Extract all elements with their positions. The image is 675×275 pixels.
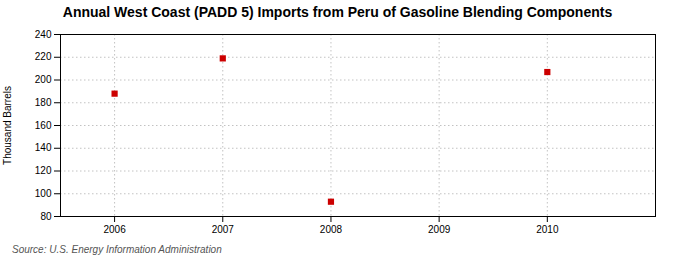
svg-text:2006: 2006 xyxy=(103,224,126,235)
svg-text:Thousand Barrels: Thousand Barrels xyxy=(2,86,13,165)
svg-text:160: 160 xyxy=(35,120,52,131)
svg-text:140: 140 xyxy=(35,142,52,153)
html-text:Source: U.S. Energy Informatio: Source: U.S. Energy Information Administ… xyxy=(12,244,222,255)
svg-text:2009: 2009 xyxy=(428,224,451,235)
html-text:Annual West Coast (PADD 5) Imp: Annual West Coast (PADD 5) Imports from … xyxy=(62,4,613,20)
svg-text:200: 200 xyxy=(35,74,52,85)
svg-text:180: 180 xyxy=(35,97,52,108)
svg-text:120: 120 xyxy=(35,165,52,176)
svg-text:2007: 2007 xyxy=(212,224,235,235)
svg-text:100: 100 xyxy=(35,188,52,199)
svg-text:2010: 2010 xyxy=(536,224,559,235)
svg-text:240: 240 xyxy=(35,29,52,40)
svg-text:80: 80 xyxy=(40,211,52,222)
svg-text:2008: 2008 xyxy=(320,224,343,235)
svg-text:220: 220 xyxy=(35,51,52,62)
